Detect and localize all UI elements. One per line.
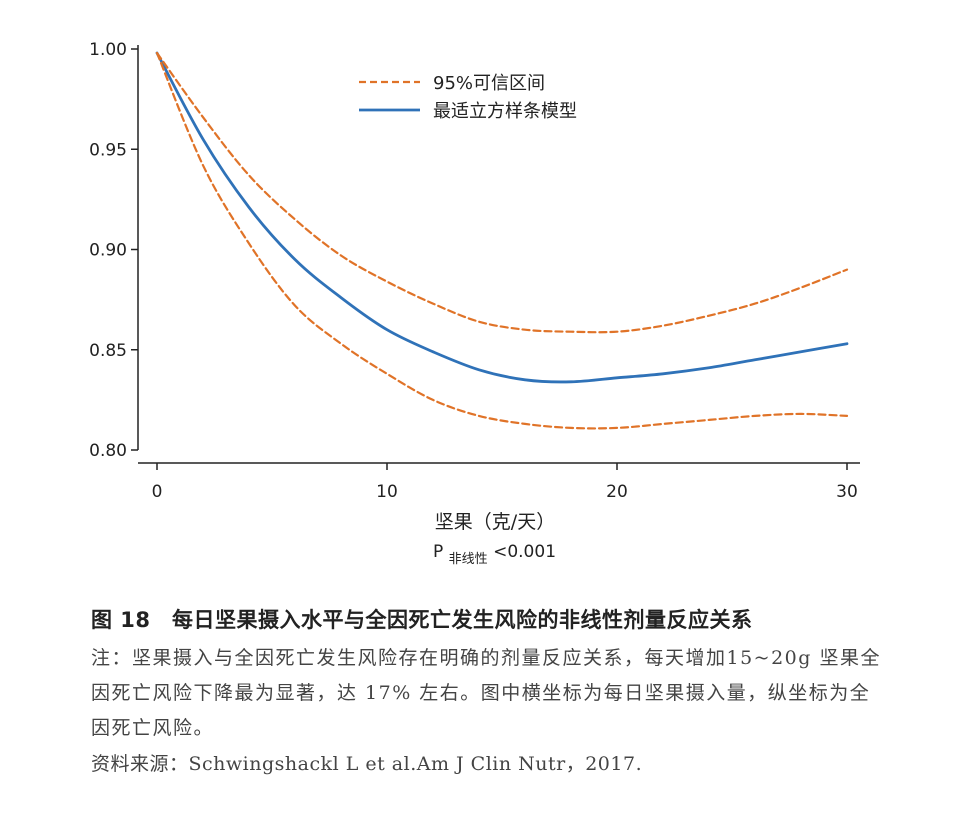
p-value-number: <0.001 xyxy=(493,542,556,562)
p-value-annotation: P 非线性 <0.001 xyxy=(433,542,556,568)
y-tick-label: 0.95 xyxy=(89,140,127,160)
x-tick-label: 20 xyxy=(606,482,628,502)
chart-curves xyxy=(155,51,849,430)
legend-ci-label: 95%可信区间 xyxy=(433,73,545,94)
x-axis-title: 坚果（克/天） xyxy=(435,511,555,533)
p-value-subscript: 非线性 xyxy=(449,552,488,567)
figure-source: 资料来源：Schwingshackl L et al.Am J Clin Nut… xyxy=(91,753,643,775)
p-value-prefix: P xyxy=(433,542,443,562)
chart-axes: 0.80 0.85 0.90 0.95 1.00 0 10 20 30 xyxy=(89,40,860,502)
spline-line xyxy=(155,51,849,384)
x-tick-label: 30 xyxy=(836,482,858,502)
figure-note: 注：坚果摄入与全因死亡发生风险存在明确的剂量反应关系，每天增加15~20g 坚果… xyxy=(91,647,881,739)
legend-spline-label: 最适立方样条模型 xyxy=(433,101,577,122)
ci-upper-line xyxy=(155,51,849,334)
y-tick-label: 0.80 xyxy=(89,441,127,461)
spline-chart: 0.80 0.85 0.90 0.95 1.00 0 10 20 30 95%可信区间最适立方样… xyxy=(89,40,860,568)
figure-caption-title: 图 18 每日坚果摄入水平与全因死亡发生风险的非线性剂量反应关系 xyxy=(91,608,753,632)
x-tick-label: 10 xyxy=(376,482,398,502)
x-tick-label: 0 xyxy=(152,482,163,502)
y-tick-label: 0.85 xyxy=(89,341,127,361)
y-tick-label: 1.00 xyxy=(89,40,127,60)
ci-lower-line xyxy=(155,51,849,430)
y-tick-label: 0.90 xyxy=(89,241,127,261)
